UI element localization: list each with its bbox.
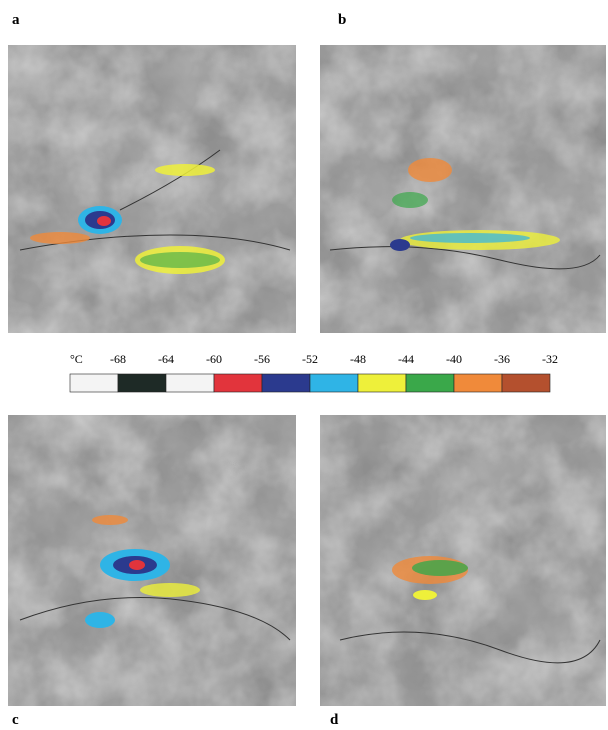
colorbar-tick-label: -48 [350,352,366,366]
panel-d [320,415,606,706]
colorbar-segment [310,374,358,392]
colorbar: °C -68 -64 -60 -56 -52 -48 -44 -40 -36 -32 [70,352,558,392]
colorbar-segment [454,374,502,392]
colorbar-segment [70,374,118,392]
panel-label: c [12,712,19,728]
colorbar-tick-label: -60 [206,352,222,366]
colorbar-tick-label: -68 [110,352,126,366]
panel-label: b [338,12,346,28]
panel-a [8,45,296,333]
colorbar-tick-label: -44 [398,352,414,366]
figure: a b c d °C -68 -64 -60 -56 -52 -48 -44 -40 -36 -3… [0,0,608,730]
colorbar-tick-label: -64 [158,352,174,366]
panel-c [8,415,296,706]
colorbar-segment [118,374,166,392]
panel-b [320,45,606,333]
panel-label: a [12,12,20,28]
colorbar-segment [166,374,214,392]
panel-label: d [330,712,339,728]
colorbar-segment [262,374,310,392]
colorbar-tick-label: -32 [542,352,558,366]
colorbar-segment [358,374,406,392]
colorbar-tick-label: -40 [446,352,462,366]
colorbar-segment [406,374,454,392]
colorbar-segment [502,374,550,392]
colorbar-unit: °C [70,352,83,366]
colorbar-tick-label: -52 [302,352,318,366]
colorbar-tick-label: -56 [254,352,270,366]
colorbar-segment [214,374,262,392]
colorbar-tick-label: -36 [494,352,510,366]
